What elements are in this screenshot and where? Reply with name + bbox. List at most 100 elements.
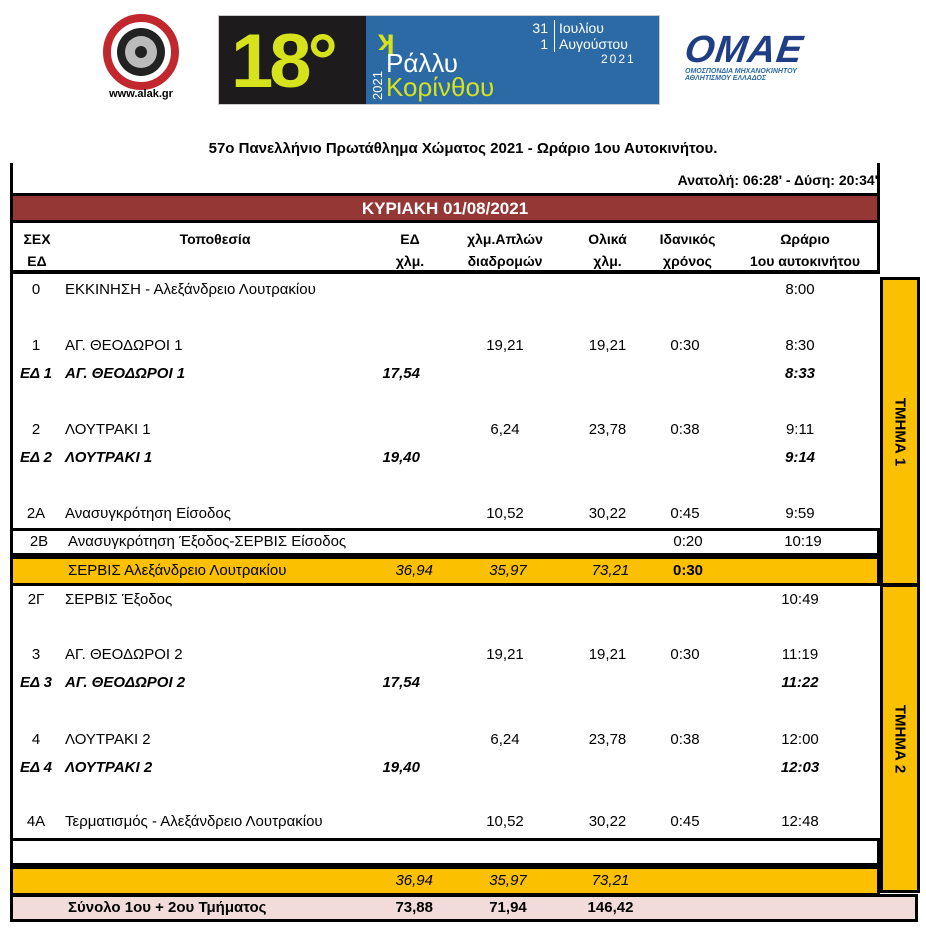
cell-location: ΣΕΡΒΙΣ Έξοδος (65, 591, 173, 608)
col-header-schedule: Ωράριο 1ου αυτοκινήτου (749, 231, 861, 269)
banner-year: 2021 (601, 52, 636, 66)
table-row: 2 ΛΟΥΤΡΑΚΙ 1 6,24 23,78 0:38 9:11 (10, 416, 880, 444)
cell-location: ΛΟΥΤΡΑΚΙ 2 (65, 759, 153, 776)
cell-ideal-time: 0:38 (670, 421, 700, 438)
cell-liaison-km: 19,21 (486, 646, 524, 663)
cell-schedule: 8:00 (785, 281, 815, 298)
cell-location: Ανασυγκρότηση Έξοδος-ΣΕΡΒΙΣ Είσοδος (68, 533, 347, 550)
banner-title1: Ράλλυ (386, 48, 458, 78)
table-row: 1 ΑΓ. ΘΕΟΔΩΡΟΙ 1 19,21 19,21 0:30 8:30 (10, 332, 880, 360)
cell-number: 2 (31, 421, 41, 438)
omae-logo: OMAE ΟΜΟΣΠΟΝΔΙΑ ΜΗΧΑΝΟΚΙΝΗΤΟΥ ΑΘΛΗΤΙΣΜΟΥ… (682, 29, 835, 92)
cell-schedule: 12:48 (781, 813, 819, 830)
cell-ss-km: 36,94 (395, 562, 433, 579)
cell-schedule: 12:03 (780, 759, 820, 776)
table-row: ΕΔ 2 ΛΟΥΤΡΑΚΙ 1 19,40 9:14 (10, 444, 880, 472)
cell-location: ΑΓ. ΘΕΟΔΩΡΟΙ 2 (65, 646, 183, 663)
header-divider (10, 270, 880, 274)
cell-schedule: 9:14 (784, 449, 816, 466)
cell-liaison-km: 10,52 (486, 813, 524, 830)
omae-sub2: ΑΘΛΗΤΙΣΜΟΥ ΕΛΛΑΔΟΣ (685, 75, 766, 82)
cell-liaison-km: 6,24 (490, 731, 520, 748)
cell-location: ΛΟΥΤΡΑΚΙ 1 (65, 421, 151, 438)
cell-ideal-time: 0:45 (670, 813, 700, 830)
cell-total-km: 19,21 (588, 337, 627, 354)
cell-ideal-time: 0:38 (670, 731, 700, 748)
alak-url: www.alak.gr (109, 88, 173, 100)
cell-number: 1 (31, 337, 41, 354)
cell-schedule: 11:22 (781, 674, 819, 691)
cell-number: ΕΔ 1 (19, 365, 53, 382)
cell-number: ΕΔ 4 (19, 759, 53, 776)
cell-ideal-time: 0:20 (673, 533, 703, 550)
cell-liaison-km: 35,97 (489, 872, 527, 889)
cell-schedule: 9:59 (785, 505, 815, 522)
cell-location: Ανασυγκρότηση Είσοδος (65, 505, 231, 522)
table-row: 3 ΑΓ. ΘΕΟΔΩΡΟΙ 2 19,21 19,21 0:30 11:19 (10, 641, 880, 669)
cell-ss-km: 73,88 (395, 899, 433, 916)
cell-schedule: 11:19 (781, 646, 819, 663)
table-row: 0 ΕΚΚΙΝΗΣΗ - Αλεξάνδρειο Λουτρακίου 8:00 (10, 276, 880, 304)
cell-location: ΛΟΥΤΡΑΚΙ 1 (65, 449, 153, 466)
cell-number: 2Α (26, 505, 46, 522)
cell-location: ΑΓ. ΘΕΟΔΩΡΟΙ 1 (65, 337, 183, 354)
cell-location: ΑΓ. ΘΕΟΔΩΡΟΙ 2 (65, 674, 186, 691)
cell-schedule: 12:00 (781, 731, 819, 748)
cell-total-km: 23,78 (588, 731, 627, 748)
cell-total-km: 30,22 (588, 505, 627, 522)
cell-number: 4 (31, 731, 41, 748)
cell-ss-km: 19,40 (382, 449, 420, 466)
page-title: 57ο Πανελλήνιο Πρωτάθλημα Χώματος 2021 -… (208, 140, 718, 157)
cell-ideal-time: 0:45 (670, 505, 700, 522)
cell-number: 4Α (26, 813, 46, 830)
cell-schedule: 8:30 (785, 337, 815, 354)
col-header-number: ΣΕΧ ΕΔ (23, 231, 51, 269)
cell-number: 0 (31, 281, 41, 298)
banner-day1: 31 (532, 20, 548, 36)
cell-total-km: 73,21 (591, 872, 630, 889)
cell-liaison-km: 10,52 (486, 505, 524, 522)
cell-location: ΛΟΥΤΡΑΚΙ 2 (65, 731, 151, 748)
table-row: 2Α Ανασυγκρότηση Είσοδος 10,52 30,22 0:45 9:5… (10, 500, 880, 528)
cell-number: ΕΔ 2 (19, 449, 53, 466)
table-row: ΕΔ 3 ΑΓ. ΘΕΟΔΩΡΟΙ 2 17,54 11:22 (10, 669, 880, 697)
cell-ss-km: 19,40 (382, 759, 420, 776)
cell-ss-km: 17,54 (382, 674, 420, 691)
col-header-location: Τοποθεσία (179, 231, 251, 247)
cell-location: ΑΓ. ΘΕΟΔΩΡΟΙ 1 (65, 365, 186, 382)
cell-location: Τερματισμός - Αλεξάνδρειο Λουτρακίου (65, 813, 323, 830)
col-header-total-km: Ολικά χλμ. (588, 231, 627, 269)
cell-number: 2Γ (27, 591, 45, 608)
cell-ss-km: 17,54 (382, 365, 420, 382)
cell-number: ΕΔ 3 (19, 674, 53, 691)
banner-title2: Κορίνθου (386, 72, 495, 102)
cell-liaison-km: 35,97 (489, 562, 527, 579)
cell-liaison-km: 71,94 (489, 899, 527, 916)
cell-schedule: 10:49 (781, 591, 819, 608)
table-row: ΕΔ 1 ΑΓ. ΘΕΟΔΩΡΟΙ 1 17,54 8:33 (10, 360, 880, 388)
banner-month1: Ιουλίου (554, 20, 604, 36)
table-row: 2Β Ανασυγκρότηση Έξοδος-ΣΕΡΒΙΣ Είσοδος 0:2… (10, 528, 880, 556)
col-header-ss-km: ΕΔ χλμ. (395, 231, 425, 269)
sunrise-sunset: Ανατολή: 06:28' - Δύση: 20:34' (677, 172, 878, 188)
cell-ss-km: 36,94 (395, 872, 433, 889)
cell-location: Σύνολο 1ου + 2ου Τμήματος (68, 899, 267, 916)
cell-total-km: 23,78 (588, 421, 627, 438)
cell-ideal-time: 0:30 (670, 337, 700, 354)
cell-total-km: 146,42 (587, 899, 634, 916)
total-row: Σύνολο 1ου + 2ου Τμήματος 73,88 71,94 146,4… (10, 894, 918, 922)
omae-sub1: ΟΜΟΣΠΟΝΔΙΑ ΜΗΧΑΝΟΚΙΝΗΤΟΥ (685, 68, 797, 75)
banner-year-vertical: 2021 (370, 71, 385, 100)
service-row: 36,94 35,97 73,21 (10, 866, 880, 896)
service-row: ΣΕΡΒΙΣ Αλεξάνδρειο Λουτρακίου 36,94 35,97 7… (10, 556, 880, 586)
banner-number: 18° (231, 19, 338, 104)
table-row: 4 ΛΟΥΤΡΑΚΙ 2 6,24 23,78 0:38 12:00 (10, 726, 880, 754)
banner-month2: Αυγούστου (554, 36, 628, 52)
rally-banner: 18° ʞ 2021 Ράλλυ Κορίνθου 31 Ιουλίου 1 Α… (218, 15, 660, 105)
cell-total-km: 73,21 (591, 562, 630, 579)
col-header-liaison-km: χλμ.Απλών διαδρομών (467, 231, 543, 269)
cell-liaison-km: 19,21 (486, 337, 524, 354)
left-border (10, 273, 13, 913)
table-row: 2Γ ΣΕΡΒΙΣ Έξοδος 10:49 (10, 586, 880, 614)
